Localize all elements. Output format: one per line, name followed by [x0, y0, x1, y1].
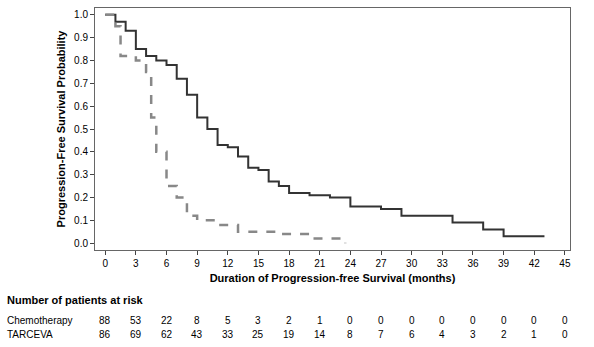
svg-text:33: 33 [437, 258, 449, 269]
svg-text:1: 1 [317, 315, 323, 326]
svg-text:0: 0 [347, 315, 353, 326]
svg-text:0.7: 0.7 [74, 78, 88, 89]
svg-text:12: 12 [222, 258, 234, 269]
svg-text:62: 62 [161, 329, 173, 340]
svg-text:0: 0 [562, 329, 568, 340]
svg-text:8: 8 [194, 315, 200, 326]
svg-text:0.8: 0.8 [74, 55, 88, 66]
svg-text:9: 9 [194, 258, 200, 269]
svg-text:2: 2 [286, 315, 292, 326]
svg-text:21: 21 [314, 258, 326, 269]
svg-text:0: 0 [102, 258, 108, 269]
svg-text:19: 19 [283, 329, 295, 340]
svg-text:22: 22 [161, 315, 173, 326]
svg-text:3: 3 [470, 329, 476, 340]
svg-text:43: 43 [191, 329, 203, 340]
svg-text:0: 0 [470, 315, 476, 326]
svg-text:8: 8 [347, 329, 353, 340]
svg-text:0.2: 0.2 [74, 192, 88, 203]
svg-text:0: 0 [531, 315, 537, 326]
svg-text:0.6: 0.6 [74, 101, 88, 112]
svg-text:TARCEVA: TARCEVA [7, 329, 53, 340]
svg-text:0.4: 0.4 [74, 146, 88, 157]
svg-text:3: 3 [133, 258, 139, 269]
svg-text:Progression-Free Survival Prob: Progression-Free Survival Probability [55, 30, 67, 228]
svg-text:3: 3 [255, 315, 261, 326]
svg-text:88: 88 [99, 315, 111, 326]
svg-text:4: 4 [439, 329, 445, 340]
svg-text:53: 53 [130, 315, 142, 326]
svg-text:0.0: 0.0 [74, 238, 88, 249]
svg-text:24: 24 [345, 258, 357, 269]
svg-text:18: 18 [284, 258, 296, 269]
svg-text:42: 42 [529, 258, 541, 269]
svg-text:1.0: 1.0 [74, 9, 88, 20]
svg-text:86: 86 [99, 329, 111, 340]
svg-text:0.5: 0.5 [74, 124, 88, 135]
svg-text:0: 0 [562, 315, 568, 326]
svg-text:36: 36 [467, 258, 479, 269]
svg-text:Chemotherapy: Chemotherapy [7, 315, 73, 326]
svg-text:1: 1 [531, 329, 537, 340]
svg-text:33: 33 [222, 329, 234, 340]
svg-text:14: 14 [314, 329, 326, 340]
svg-text:0: 0 [378, 315, 384, 326]
svg-text:30: 30 [406, 258, 418, 269]
svg-text:Number of patients at risk: Number of patients at risk [7, 294, 144, 306]
svg-text:5: 5 [225, 315, 231, 326]
svg-text:15: 15 [253, 258, 265, 269]
svg-text:25: 25 [252, 329, 264, 340]
svg-text:0: 0 [439, 315, 445, 326]
svg-text:Duration of Progression-free S: Duration of Progression-free Survival (m… [210, 272, 456, 284]
svg-text:0: 0 [501, 315, 507, 326]
svg-text:0.3: 0.3 [74, 169, 88, 180]
svg-text:27: 27 [375, 258, 387, 269]
svg-text:6: 6 [164, 258, 170, 269]
svg-text:6: 6 [409, 329, 415, 340]
svg-text:39: 39 [498, 258, 510, 269]
svg-text:45: 45 [559, 258, 571, 269]
svg-text:7: 7 [378, 329, 384, 340]
svg-text:0.1: 0.1 [74, 215, 88, 226]
svg-text:0.9: 0.9 [74, 32, 88, 43]
svg-text:2: 2 [501, 329, 507, 340]
svg-text:0: 0 [409, 315, 415, 326]
svg-text:69: 69 [130, 329, 142, 340]
